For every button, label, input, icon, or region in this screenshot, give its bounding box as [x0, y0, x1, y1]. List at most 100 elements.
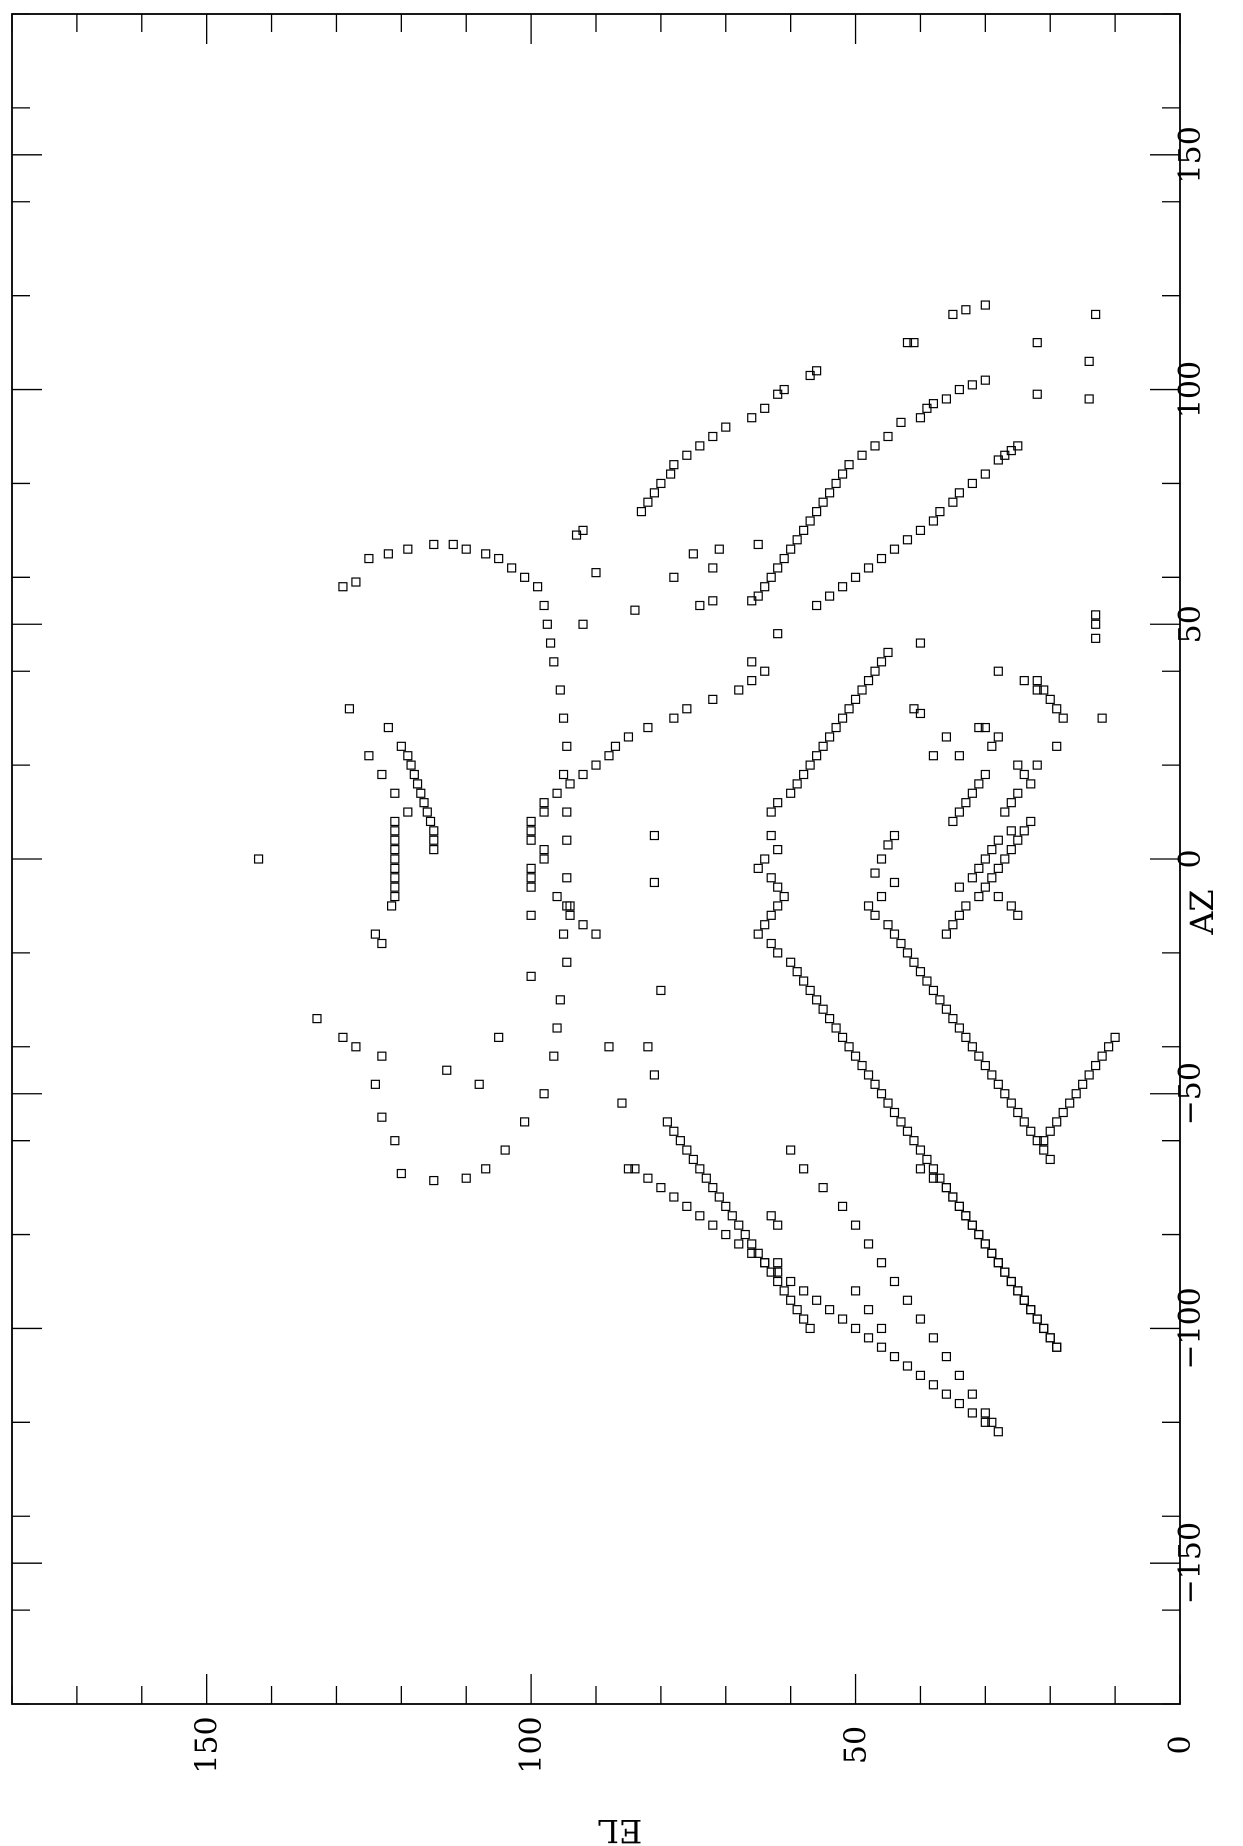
data-point — [377, 769, 387, 780]
data-point — [993, 835, 1003, 845]
data-point — [390, 845, 400, 855]
data-point — [555, 995, 565, 1005]
data-point — [747, 1239, 757, 1249]
data-point — [876, 1323, 887, 1334]
data-point — [1032, 676, 1042, 686]
data-point — [805, 760, 815, 770]
data-point — [669, 713, 679, 723]
data-point — [850, 694, 861, 704]
data-point — [1091, 610, 1101, 620]
data-point — [760, 582, 770, 592]
data-point — [786, 544, 796, 554]
data-point — [1058, 713, 1068, 723]
data-point — [351, 577, 361, 587]
data-point — [915, 638, 926, 648]
data-point — [876, 854, 887, 864]
data-point — [494, 1032, 504, 1042]
data-point — [961, 1211, 971, 1221]
data-point — [967, 478, 977, 489]
data-point — [896, 417, 906, 428]
data-point — [562, 957, 572, 967]
data-point — [1019, 676, 1029, 686]
data-point — [915, 1145, 926, 1155]
data-point — [1065, 1098, 1075, 1108]
data-point — [675, 1136, 685, 1146]
data-point — [993, 1258, 1003, 1268]
data-point — [1039, 1323, 1049, 1334]
data-point — [565, 910, 575, 920]
data-point — [1006, 798, 1016, 808]
data-point — [837, 1201, 848, 1211]
data-point — [721, 1229, 731, 1240]
data-point — [773, 882, 783, 892]
data-point — [837, 713, 848, 723]
data-point — [948, 816, 958, 827]
data-point — [779, 384, 789, 395]
data-point — [695, 600, 705, 611]
data-point — [338, 582, 348, 592]
data-point — [967, 1389, 977, 1399]
data-point — [643, 722, 653, 733]
data-point — [377, 938, 387, 949]
data-point — [961, 1211, 971, 1221]
data-point — [630, 605, 640, 615]
data-point — [571, 530, 582, 540]
data-point — [980, 769, 990, 780]
data-point — [1032, 1314, 1042, 1324]
data-point — [915, 1314, 926, 1324]
data-point — [656, 478, 666, 489]
data-point — [902, 535, 913, 545]
data-point — [1084, 394, 1094, 404]
data-point — [708, 1183, 718, 1193]
data-point — [1000, 1267, 1010, 1277]
data-point — [1006, 445, 1016, 456]
data-point — [870, 910, 880, 920]
data-point — [1019, 769, 1029, 780]
data-point — [753, 1248, 763, 1258]
data-point — [552, 788, 562, 798]
data-point — [876, 1089, 887, 1099]
data-point — [1110, 1032, 1120, 1042]
data-point — [682, 1145, 692, 1155]
data-point — [695, 1211, 705, 1221]
data-point — [753, 863, 763, 873]
data-point — [1026, 1305, 1036, 1315]
data-point — [1097, 713, 1107, 723]
data-point — [980, 1239, 990, 1249]
data-points — [253, 300, 1120, 1437]
data-point — [870, 1079, 880, 1089]
data-point — [987, 1417, 997, 1427]
data-point — [987, 1248, 997, 1258]
data-point — [857, 685, 867, 695]
data-point — [980, 854, 990, 864]
axis-ticks — [11, 13, 1181, 1705]
data-point — [1026, 779, 1036, 789]
data-point — [941, 1352, 952, 1362]
data-point — [558, 929, 569, 939]
data-point — [406, 760, 416, 770]
data-point — [643, 1173, 653, 1183]
data-point — [909, 957, 919, 967]
data-point — [753, 929, 763, 939]
data-point — [915, 1370, 926, 1380]
data-point — [578, 525, 588, 535]
data-point — [792, 1305, 802, 1315]
data-point — [766, 873, 776, 883]
data-point — [954, 807, 964, 817]
data-point — [338, 1032, 348, 1042]
tick-labels: −150 −100 −50 0 50 100 150 0 50 100 150 — [190, 126, 1208, 1773]
data-point — [740, 1229, 750, 1240]
data-point — [889, 544, 900, 554]
data-point — [1000, 807, 1010, 817]
data-point — [863, 1333, 874, 1343]
data-point — [578, 619, 588, 629]
data-point — [863, 1070, 874, 1080]
data-point — [954, 751, 964, 761]
data-point — [818, 741, 828, 751]
data-point — [708, 431, 718, 442]
data-point — [1032, 389, 1042, 399]
data-point — [876, 1342, 887, 1352]
data-point — [701, 1173, 711, 1183]
data-point — [941, 394, 952, 404]
data-point — [883, 840, 893, 850]
